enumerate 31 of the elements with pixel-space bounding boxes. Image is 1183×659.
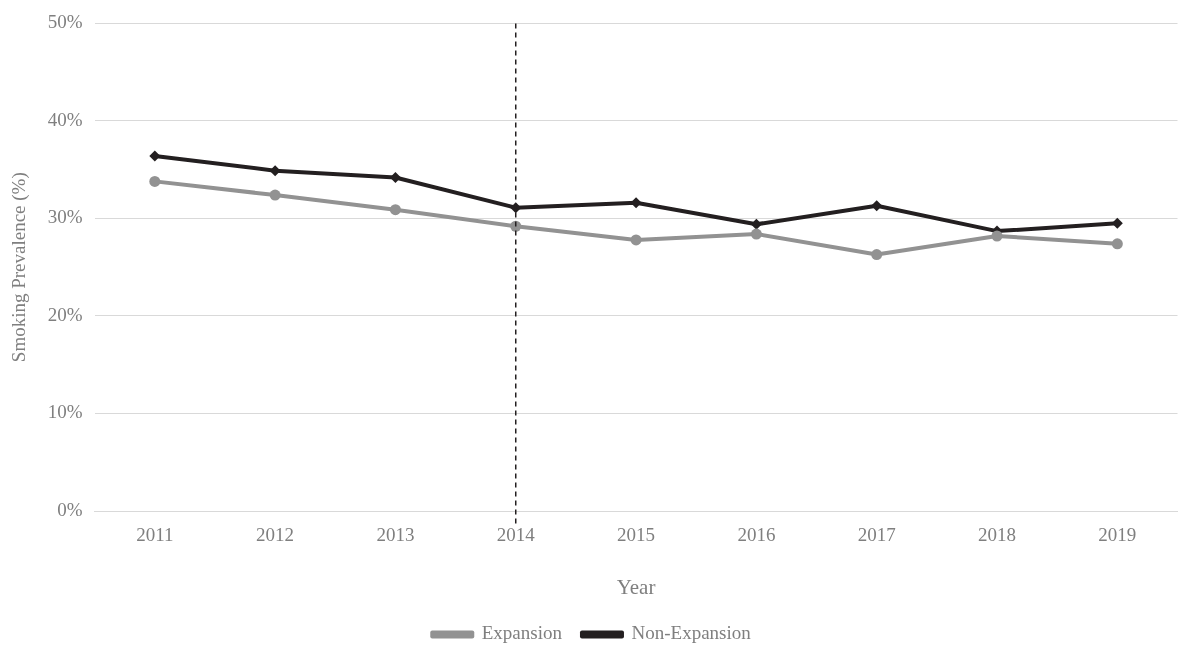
point (991, 230, 1003, 242)
point (871, 249, 883, 261)
point (630, 234, 642, 246)
y-tick-label: 0% (57, 498, 83, 520)
y-tick-label: 50% (47, 11, 83, 33)
x-tick-label: 2018 (978, 524, 1017, 546)
point (750, 228, 762, 240)
x-tick-label: 2014 (496, 524, 536, 546)
legend-label: Non-Expansion (631, 622, 752, 644)
point (871, 200, 883, 212)
y-tick-label: 10% (47, 401, 83, 423)
point (149, 150, 161, 162)
x-tick-label: 2019 (1098, 524, 1137, 546)
y-axis-title: Smoking Prevalence (%) (8, 172, 31, 363)
legend-label: Expansion (481, 622, 563, 644)
x-tick-label: 2013 (376, 524, 415, 546)
y-tick-label: 40% (47, 108, 83, 130)
x-tick-label: 2017 (857, 524, 896, 546)
x-tick-label: 2012 (256, 524, 295, 546)
x-tick-label: 2016 (737, 524, 776, 546)
point (750, 218, 762, 230)
x-tick-label: 2011 (136, 524, 174, 546)
point (269, 189, 281, 201)
point (149, 175, 161, 187)
x-tick-label: 2015 (617, 524, 656, 546)
y-tick-label: 20% (47, 303, 83, 325)
y-tick-label: 30% (47, 206, 83, 228)
point (389, 204, 401, 216)
point (510, 220, 522, 232)
x-axis-title: Year (616, 574, 656, 599)
point (1111, 238, 1123, 250)
